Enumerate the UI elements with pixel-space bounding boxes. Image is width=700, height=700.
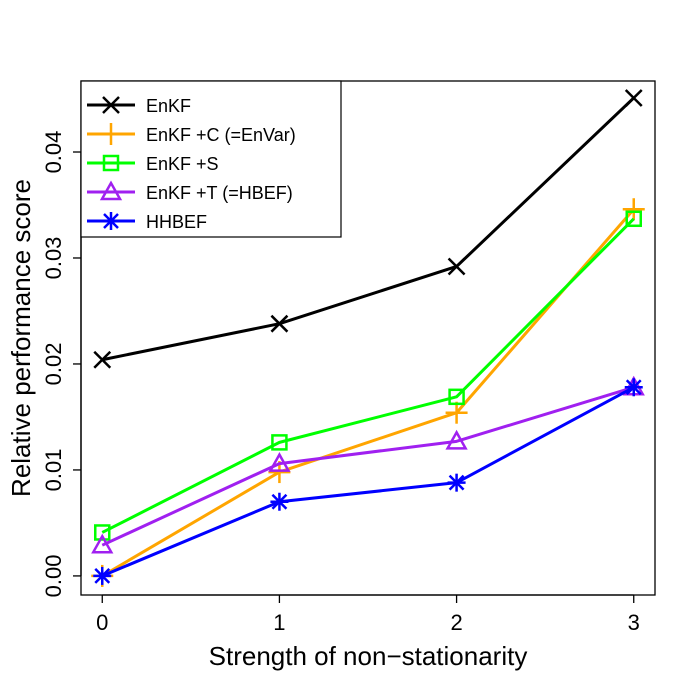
data-point-marker bbox=[94, 524, 111, 541]
x-tick-label: 1 bbox=[273, 610, 285, 635]
y-tick-label: 0.02 bbox=[41, 343, 66, 386]
series-line bbox=[101, 208, 635, 578]
legend: EnKF EnKF +C (=EnVar) EnKF +S EnKF +T (=HBE… bbox=[80, 80, 342, 238]
legend-marker bbox=[100, 123, 122, 145]
data-point-marker bbox=[270, 314, 289, 333]
data-point-marker bbox=[448, 388, 465, 406]
legend-label: HHBEF bbox=[146, 212, 207, 232]
legend-label: EnKF +S bbox=[146, 154, 219, 174]
y-tick-label: 0.00 bbox=[41, 555, 66, 598]
legend-label: EnKF +T (=HBEF) bbox=[146, 183, 293, 203]
x-tick-label: 2 bbox=[450, 610, 462, 635]
legend-label: EnKF bbox=[146, 96, 191, 116]
data-point-marker bbox=[445, 401, 468, 424]
series-layer bbox=[91, 89, 645, 587]
legend-box bbox=[80, 80, 342, 238]
y-tick-label: 0.01 bbox=[41, 449, 66, 492]
data-point-marker bbox=[624, 378, 643, 397]
data-point-marker bbox=[271, 434, 288, 451]
x-tick-label: 3 bbox=[628, 610, 640, 635]
x-tick-label: 0 bbox=[96, 610, 108, 635]
series-line bbox=[101, 96, 635, 362]
x-axis-title: Strength of non−stationarity bbox=[209, 641, 528, 671]
data-point-marker bbox=[268, 452, 291, 472]
x-axis: 0 1 2 3 bbox=[96, 594, 640, 635]
data-point-marker bbox=[447, 473, 466, 492]
legend-marker bbox=[102, 212, 120, 230]
y-axis: 0.00 0.01 0.02 0.03 0.04 bbox=[41, 131, 82, 598]
data-point-marker bbox=[625, 210, 642, 228]
data-point-marker bbox=[447, 257, 466, 276]
legend-marker bbox=[102, 154, 120, 172]
legend-label: EnKF +C (=EnVar) bbox=[146, 125, 296, 145]
data-point-marker bbox=[445, 429, 468, 450]
series-line bbox=[101, 385, 635, 578]
series-line bbox=[101, 385, 635, 547]
data-point-marker bbox=[91, 533, 114, 554]
y-axis-title: Relative performance score bbox=[6, 179, 36, 497]
legend-marker bbox=[99, 180, 123, 201]
data-point-marker bbox=[270, 492, 289, 511]
y-tick-label: 0.03 bbox=[41, 237, 66, 280]
y-tick-label: 0.04 bbox=[41, 131, 66, 174]
series-line bbox=[101, 217, 635, 534]
data-point-marker bbox=[624, 89, 643, 107]
data-point-marker bbox=[93, 566, 112, 585]
legend-marker bbox=[102, 96, 120, 114]
data-point-marker bbox=[93, 350, 112, 369]
data-point-marker bbox=[622, 198, 645, 221]
